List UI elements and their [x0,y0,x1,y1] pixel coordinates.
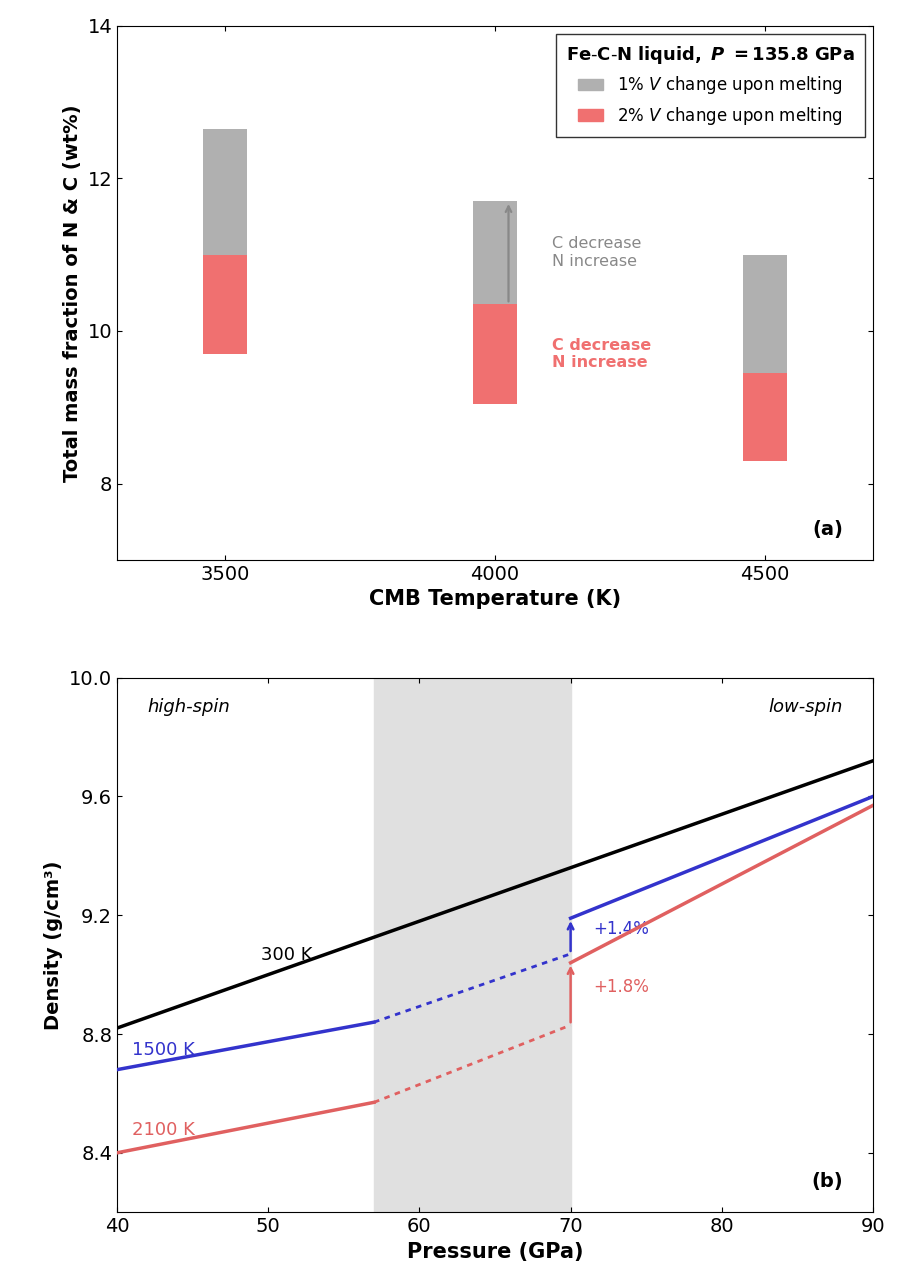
X-axis label: Pressure (GPa): Pressure (GPa) [407,1242,583,1262]
Text: high-spin: high-spin [148,698,230,716]
Text: 300 K: 300 K [261,946,312,963]
Text: C decrease
N increase: C decrease N increase [552,236,641,269]
Bar [743,255,787,373]
Text: +1.8%: +1.8% [593,977,649,995]
Bar [203,255,247,353]
Text: (a): (a) [812,519,842,538]
Text: 1500 K: 1500 K [132,1041,195,1059]
Text: +1.4%: +1.4% [593,920,649,938]
Bar [743,373,787,461]
Text: 2100 K: 2100 K [132,1122,195,1139]
Bar [473,304,517,403]
Text: low-spin: low-spin [769,698,842,716]
X-axis label: CMB Temperature (K): CMB Temperature (K) [369,590,621,610]
Y-axis label: Density (g/cm³): Density (g/cm³) [44,860,64,1030]
Text: (b): (b) [811,1171,842,1191]
Y-axis label: Total mass fraction of N & C (wt%): Total mass fraction of N & C (wt%) [63,105,82,481]
Bar [374,678,571,1212]
Text: C decrease
N increase: C decrease N increase [552,338,651,370]
Bar [473,202,517,403]
Bar [203,129,247,353]
Legend: 1% $\it{V}$ change upon melting, 2% $\it{V}$ change upon melting: 1% $\it{V}$ change upon melting, 2% $\it… [556,34,865,137]
